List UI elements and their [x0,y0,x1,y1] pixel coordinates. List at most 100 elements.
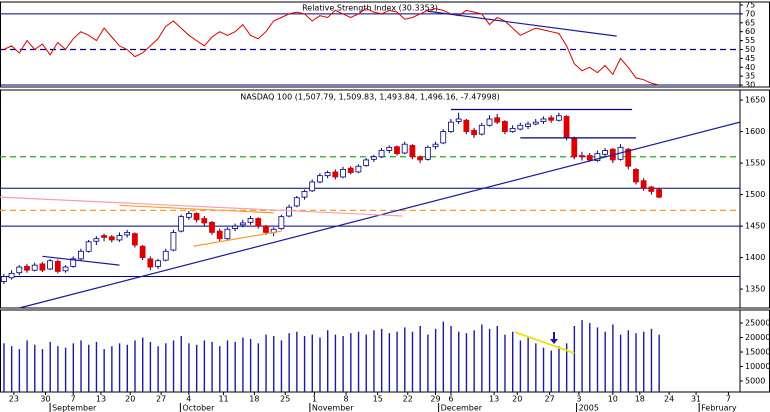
volume-bar [311,334,313,392]
x-tick-label: 4 [186,395,191,404]
volume-bar [481,324,483,392]
x-tick-label: 13 [489,395,499,404]
volume-bar [280,340,283,392]
candle-body [517,124,524,130]
volume-bar [234,341,236,392]
candle-body [594,153,601,161]
volume-bar [242,337,244,392]
candle-body [332,171,339,178]
candle-body [532,121,539,125]
candle-body [101,235,107,238]
volume-bar [465,333,468,392]
volume-bar [257,343,260,392]
volume-bar [512,331,514,392]
x-tick-label: 29 [430,395,440,404]
candle-body [656,189,662,198]
y-tick-label: 30 [745,81,755,90]
month-label: 2005 [579,404,599,412]
volume-bar [226,340,229,392]
volume-bar [88,344,90,392]
volume-bar [72,343,75,392]
x-tick-label: 31 [691,395,701,404]
candle-body [432,143,439,148]
candle-body [324,172,331,177]
volume-bar [350,333,352,392]
y-tick-label: 60 [745,27,755,36]
x-tick-label: 24 [664,395,674,404]
volume-bar [488,328,491,392]
candle-body [116,235,123,241]
candle-body [239,222,246,226]
volume-bar [411,331,414,392]
candle-body [316,175,323,183]
volume-bar [473,330,475,392]
y-tick-label: 45 [745,54,755,63]
x-tick-label: 11 [218,395,228,404]
volume-bar [80,340,82,392]
candle-body [85,241,92,252]
volume-bar [41,349,44,392]
y-tick-label: 1550 [745,159,765,168]
volume-bar [134,340,136,392]
volume-bar [265,334,267,392]
candle-body [478,124,485,135]
volume-bar [342,336,344,392]
volume-bar [550,350,552,392]
candle-body [555,115,562,121]
volume-bar [565,343,568,392]
candle-body [440,131,447,144]
candle-body [224,228,231,240]
x-tick-label: 6 [448,395,453,404]
volume-bar [519,340,522,392]
volume-bar [118,343,121,392]
volume-bar [650,328,653,392]
volume-bar [249,338,252,392]
candle-body [47,260,54,270]
y-tick-label: 1600 [745,127,765,136]
y-tick-label: 35 [745,72,755,81]
candle-body [93,238,100,242]
x-tick-label: 20 [512,395,522,404]
volume-bar [26,340,28,392]
candle-body [378,150,385,158]
candle-body [347,167,354,173]
volume-bar [111,346,113,392]
volume-bar [573,325,576,392]
month-label: December [441,404,483,412]
volume-bar [10,346,13,392]
x-tick-label: 30 [40,395,50,404]
volume-bar [404,327,406,392]
candle-body [124,231,131,236]
candle-body [548,117,555,121]
price-title: NASDAQ 100 (1,507.79, 1,509.83, 1,493.84… [240,93,500,102]
y-tick-label: 40 [745,63,755,72]
volume-bar [380,328,383,392]
candle-body [386,146,393,151]
trend-line [42,255,120,266]
candle-body [0,276,7,282]
x-tick-label: 22 [403,395,413,404]
candle-body [540,118,547,122]
candle-body [355,165,362,173]
candle-body [108,236,115,241]
volume-bar [373,330,375,392]
volume-bar [126,344,128,392]
y-tick-label: 1450 [745,222,765,231]
volume-bar [334,334,337,392]
x-tick-label: 18 [249,395,259,404]
y-tick-label: 65 [745,18,755,27]
candle-body [131,233,138,246]
candle-body [70,258,77,267]
volume-bar [34,344,36,392]
candle-body [455,118,462,122]
candle-body [471,129,477,136]
candle-body [448,121,454,132]
candle-body [409,145,416,158]
trend-line [193,230,282,247]
y-tick-label: 15000 [745,348,770,357]
candle-body [193,213,200,221]
volume-bar [103,349,105,392]
volume-bar [419,325,421,392]
volume-bar [273,336,275,392]
